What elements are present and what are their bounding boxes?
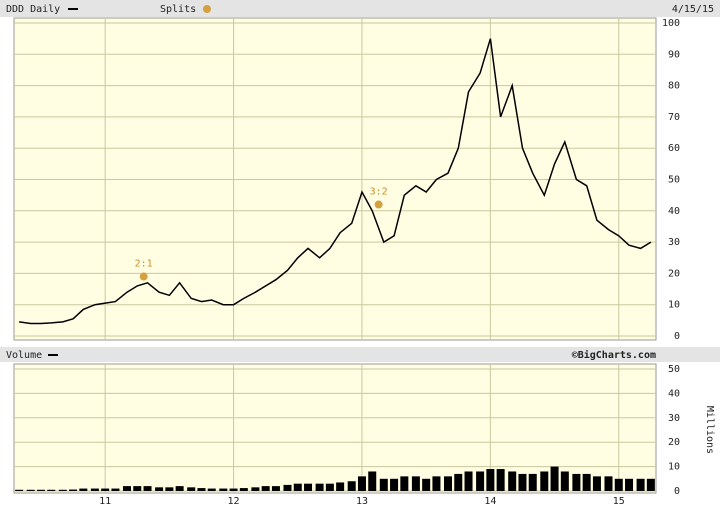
x-tick-label: 11 xyxy=(99,496,111,507)
volume-bar xyxy=(133,486,142,491)
volume-bar xyxy=(476,471,485,491)
volume-bar xyxy=(175,486,184,491)
y-tick-label: 60 xyxy=(668,143,680,154)
volume-bar xyxy=(197,488,206,491)
volume-bar xyxy=(315,483,324,491)
chart-title: DDD Daily xyxy=(6,4,60,15)
volume-bar xyxy=(518,473,527,491)
volume-bar xyxy=(69,489,78,491)
volume-bar xyxy=(646,478,655,491)
y-tick-label: 70 xyxy=(668,112,680,123)
split-label: 2:1 xyxy=(135,259,153,270)
volume-bar xyxy=(58,489,67,491)
volume-bar xyxy=(143,486,152,491)
volume-bar xyxy=(251,487,260,491)
y-tick-label: 10 xyxy=(668,300,680,311)
y-tick-label: 100 xyxy=(662,18,680,29)
price-line xyxy=(18,38,652,325)
split-marker xyxy=(139,272,148,281)
splits-label: Splits xyxy=(160,4,196,15)
volume-bar xyxy=(304,483,313,491)
volume-bar xyxy=(443,476,452,491)
volume-bar xyxy=(229,488,238,491)
volume-bar xyxy=(283,484,292,491)
volume-bar xyxy=(155,487,164,491)
y-tick-label: 0 xyxy=(674,331,680,342)
volume-bar xyxy=(101,488,110,491)
x-tick-label: 12 xyxy=(228,496,240,507)
volume-bar xyxy=(165,487,174,491)
volume-bar xyxy=(90,488,99,491)
volume-bar xyxy=(79,488,88,491)
volume-bar xyxy=(496,469,505,491)
y-tick-label: 0 xyxy=(674,486,680,497)
volume-bar xyxy=(47,489,56,491)
y-tick-label: 10 xyxy=(668,462,680,473)
volume-bar xyxy=(528,473,537,491)
credit: ©BigCharts.com xyxy=(572,349,656,361)
volume-bar xyxy=(604,476,613,491)
volume-bar xyxy=(508,471,517,491)
volume-bar xyxy=(187,487,196,491)
y-tick-label: 50 xyxy=(668,175,680,186)
y-tick-label: 30 xyxy=(668,413,680,424)
volume-bar xyxy=(464,471,473,491)
volume-bar xyxy=(454,473,463,491)
volume-bar xyxy=(336,482,345,491)
splits-icon xyxy=(203,5,211,13)
volume-bar xyxy=(347,481,356,491)
volume-bar xyxy=(411,476,420,491)
volume-bar xyxy=(207,488,216,491)
volume-bar xyxy=(390,478,399,491)
split-marker xyxy=(374,200,383,209)
volume-bar xyxy=(592,476,601,491)
volume-bar xyxy=(219,488,228,491)
volume-bar xyxy=(614,478,623,491)
y-tick-label: 40 xyxy=(668,206,680,217)
y-tick-label: 50 xyxy=(668,364,680,375)
y-tick-label: 20 xyxy=(668,437,680,448)
volume-bar xyxy=(572,473,581,491)
volume-bar xyxy=(432,476,441,491)
volume-bar xyxy=(15,489,24,491)
volume-bar xyxy=(111,488,120,491)
volume-bar xyxy=(325,483,334,491)
volume-bar xyxy=(122,486,131,491)
y-tick-label: 40 xyxy=(668,388,680,399)
volume-bar xyxy=(379,478,388,491)
volume-title: Volume xyxy=(6,350,42,361)
volume-bar xyxy=(486,469,495,491)
volume-bar xyxy=(582,473,591,491)
volume-bar xyxy=(540,471,549,491)
y-tick-label: 30 xyxy=(668,237,680,248)
volume-bar xyxy=(271,486,280,491)
x-tick-label: 15 xyxy=(613,496,625,507)
x-tick-label: 14 xyxy=(484,496,496,507)
y-tick-label: 20 xyxy=(668,268,680,279)
volume-bar xyxy=(293,483,302,491)
volume-bar xyxy=(400,476,409,491)
volume-bar xyxy=(368,471,377,491)
volume-bar xyxy=(261,486,270,491)
header-bar xyxy=(0,0,720,17)
split-label: 3:2 xyxy=(370,187,388,198)
volume-bar xyxy=(239,488,248,491)
volume-bar xyxy=(560,471,569,491)
volume-bar xyxy=(36,489,45,491)
volume-bar xyxy=(636,478,645,491)
volume-bar xyxy=(550,466,559,491)
plot-area xyxy=(13,363,657,494)
date: 4/15/15 xyxy=(672,4,714,15)
volume-bar xyxy=(422,478,431,491)
volume-bar xyxy=(625,478,634,491)
volume-bar xyxy=(357,476,366,491)
x-tick-label: 13 xyxy=(356,496,368,507)
volume-bar xyxy=(26,489,35,491)
y-axis-label: Millions xyxy=(704,406,715,454)
y-tick-label: 90 xyxy=(668,49,680,60)
y-tick-label: 80 xyxy=(668,81,680,92)
volume-header-bar xyxy=(0,347,720,362)
